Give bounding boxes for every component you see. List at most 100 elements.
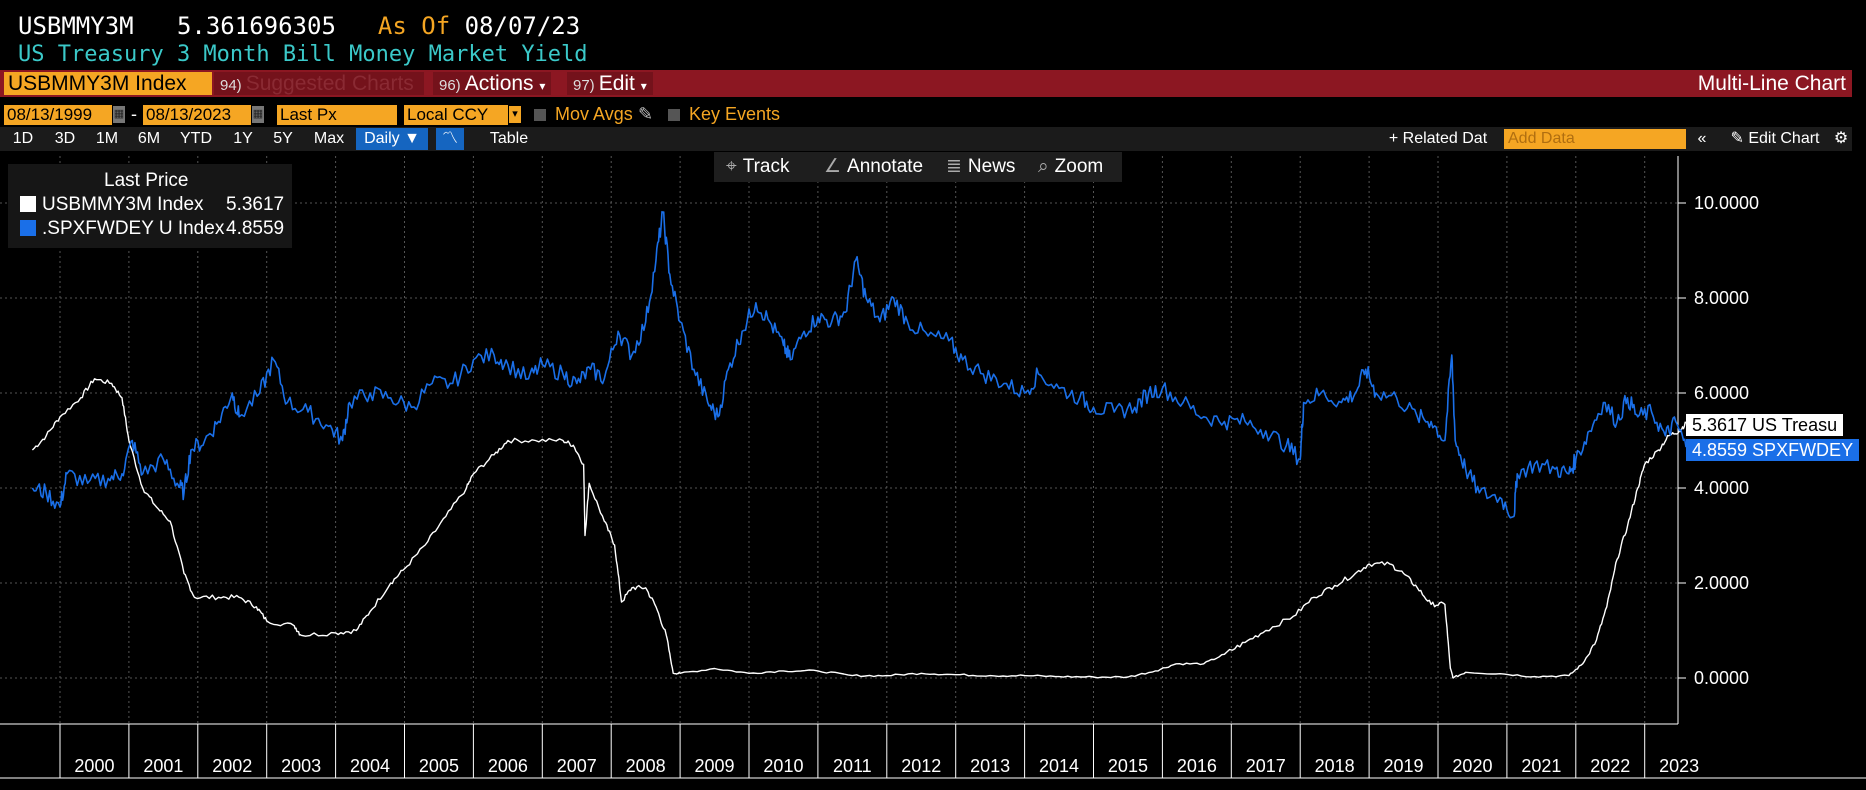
range-5y[interactable]: 5Y: [273, 130, 293, 147]
range-max[interactable]: Max: [313, 130, 345, 147]
end-date-field[interactable]: 08/13/2023: [143, 105, 251, 125]
legend-name: .SPXFWDEY U Index: [42, 218, 225, 239]
x-tick-label: 2001: [143, 756, 183, 776]
caret-down-icon: ▾: [539, 79, 546, 93]
edit-chart-button[interactable]: ✎ Edit Chart: [1720, 128, 1830, 150]
y-tick-label: 8.0000: [1694, 288, 1749, 308]
x-tick-label: 2004: [350, 756, 390, 776]
x-tick-label: 2018: [1315, 756, 1355, 776]
x-tick-label: 2020: [1452, 756, 1492, 776]
gear-icon[interactable]: ⚙: [1833, 130, 1849, 147]
caret-down-icon: ▾: [640, 79, 647, 93]
x-tick-label: 2006: [488, 756, 528, 776]
mov-avgs-checkbox[interactable]: [534, 109, 546, 121]
as-of-label: As Of: [377, 12, 451, 40]
pencil-icon[interactable]: ✎: [638, 104, 654, 124]
news-tool[interactable]: ≣ News: [946, 155, 1015, 179]
legend-swatch: [20, 196, 36, 212]
edit-num: 97): [573, 77, 595, 94]
currency-select[interactable]: Local CCY: [404, 105, 508, 125]
chart-tools-bar: [714, 152, 1122, 182]
news-icon: ≣: [946, 156, 962, 177]
crosshair-icon: ⌖: [726, 156, 737, 177]
x-tick-label: 2000: [74, 756, 114, 776]
y-tick-label: 2.0000: [1694, 573, 1749, 593]
suggested-charts-button[interactable]: 94) Suggested Charts: [214, 72, 424, 95]
range-3d[interactable]: 3D: [54, 130, 76, 147]
news-label: News: [967, 156, 1016, 177]
range-1d[interactable]: 1D: [12, 130, 34, 147]
tick-labels: 10.0000 8.0000 6.0000 4.0000 2.0000 0.0000 200…: [74, 193, 1759, 776]
x-tick-label: 2019: [1384, 756, 1424, 776]
edit-label: Edit: [598, 72, 635, 95]
x-tick-label: 2012: [901, 756, 941, 776]
actions-num: 96): [439, 77, 461, 94]
caret-down-icon[interactable]: ▾: [509, 106, 521, 123]
start-date-field[interactable]: 08/13/1999: [4, 105, 112, 125]
track-tool[interactable]: ⌖ Track: [726, 155, 790, 179]
related-label: Related Dat: [1402, 130, 1488, 147]
line-chart-icon[interactable]: 〽: [436, 128, 464, 150]
legend-swatch: [20, 220, 36, 236]
edit-chart-label: Edit Chart: [1748, 130, 1820, 147]
triangle-down-icon: ▼: [404, 130, 420, 147]
frequency-select[interactable]: Daily ▼: [356, 128, 428, 150]
y-tick-label: 4.0000: [1694, 478, 1749, 498]
axes: [0, 156, 1866, 779]
last-value-flag-treasury: 5.3617 US Treasu: [1686, 414, 1844, 436]
zoom-tool[interactable]: ⌕ Zoom: [1038, 155, 1103, 179]
x-tick-label: 2003: [281, 756, 321, 776]
legend-entry: .SPXFWDEY U Index 4.8559: [20, 218, 284, 240]
security-description: US Treasury 3 Month Bill Money Market Yi…: [18, 42, 588, 67]
track-label: Track: [742, 156, 790, 177]
table-button[interactable]: Table: [489, 130, 529, 147]
legend-value: 4.8559: [226, 218, 285, 239]
calendar-icon[interactable]: ▦: [252, 106, 264, 123]
suggested-label: Suggested Charts: [245, 72, 414, 95]
edit-menu[interactable]: 97) Edit ▾: [567, 72, 653, 95]
actions-menu[interactable]: 96) Actions ▾: [433, 72, 552, 95]
series-line: [31, 378, 1687, 679]
x-tick-label: 2022: [1590, 756, 1630, 776]
chart-type-label: Multi-Line Chart: [1697, 72, 1846, 95]
y-tick-label: 10.0000: [1694, 193, 1759, 213]
x-tick-label: 2023: [1659, 756, 1699, 776]
suggested-num: 94): [220, 77, 242, 94]
add-data-input[interactable]: Add Data: [1504, 129, 1686, 149]
legend-entry: USBMMY3M Index 5.3617: [20, 194, 284, 216]
annotate-icon: ∠: [824, 156, 842, 177]
calendar-icon[interactable]: ▦: [113, 106, 125, 123]
x-tick-label: 2007: [557, 756, 597, 776]
range-1m[interactable]: 1M: [95, 130, 119, 147]
field-select[interactable]: Last Px: [277, 105, 397, 125]
ticker: USBMMY3M: [18, 12, 134, 40]
collapse-icon[interactable]: «: [1697, 130, 1707, 147]
key-events-checkbox[interactable]: [668, 109, 680, 121]
chart-legend: [8, 164, 292, 248]
x-tick-label: 2005: [419, 756, 459, 776]
series-lines: [31, 210, 1687, 679]
range-ytd[interactable]: YTD: [180, 130, 212, 147]
legend-title: Last Price: [104, 170, 189, 191]
x-tick-label: 2010: [763, 756, 803, 776]
y-tick-label: 0.0000: [1694, 668, 1749, 688]
y-tick-label: 6.0000: [1694, 383, 1749, 403]
header-title: USBMMY3M 5.361696305 As Of 08/07/23: [18, 12, 580, 40]
security-field[interactable]: USBMMY3M Index: [4, 72, 212, 95]
mov-avgs-label: Mov Avgs: [555, 104, 633, 124]
range-6m[interactable]: 6M: [137, 130, 161, 147]
as-of-date: 08/07/23: [464, 12, 581, 40]
x-tick-label: 2021: [1521, 756, 1561, 776]
annotate-tool[interactable]: ∠ Annotate: [824, 155, 923, 179]
x-tick-label: 2009: [695, 756, 735, 776]
x-tick-label: 2013: [970, 756, 1010, 776]
x-tick-label: 2002: [212, 756, 252, 776]
search-icon: ⌕: [1038, 156, 1049, 177]
range-1y[interactable]: 1Y: [233, 130, 253, 147]
legend-name: USBMMY3M Index: [42, 194, 204, 215]
related-data-button[interactable]: + Related Dat: [1380, 128, 1496, 150]
x-tick-label: 2011: [833, 756, 872, 776]
x-tick-label: 2016: [1177, 756, 1217, 776]
annotate-label: Annotate: [847, 156, 924, 177]
